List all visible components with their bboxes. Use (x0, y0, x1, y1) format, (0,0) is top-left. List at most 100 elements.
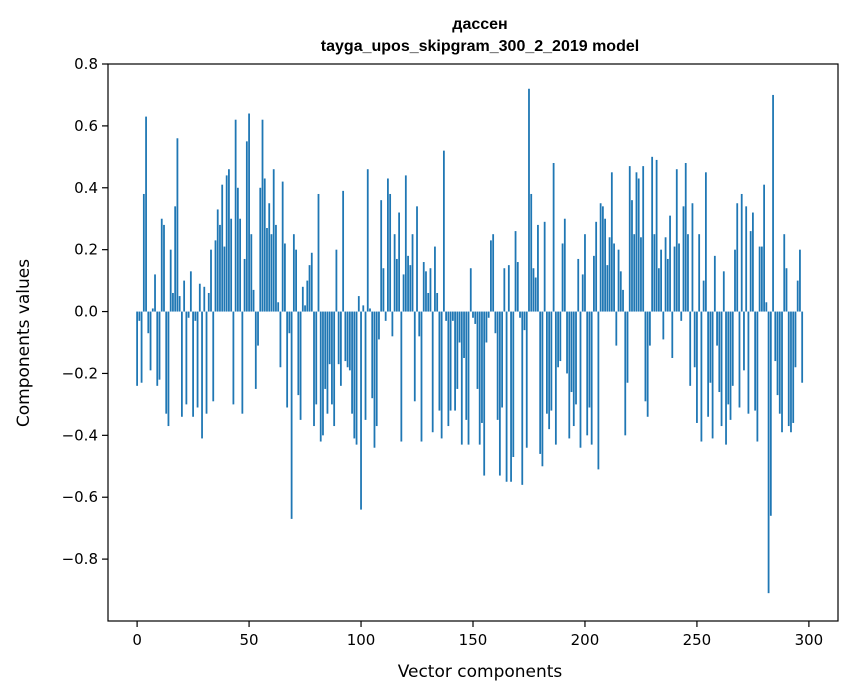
bar (469, 268, 472, 312)
bar (749, 231, 752, 312)
bar (266, 228, 268, 312)
bar (360, 311, 362, 510)
bar (610, 172, 613, 312)
bar (395, 258, 398, 312)
bar (682, 206, 685, 312)
bar (700, 311, 703, 442)
bar (339, 311, 342, 386)
bar (660, 249, 662, 312)
y-axis-ticks: −0.8 −0.6 −0.4 −0.2 0.0 0.2 0.4 0.6 0.8 (62, 55, 108, 568)
bar (449, 311, 452, 411)
bar (581, 274, 584, 312)
bar (371, 311, 374, 399)
bar (407, 255, 409, 312)
bar (248, 113, 250, 312)
bar (322, 311, 324, 436)
bar (288, 311, 291, 334)
bar (400, 311, 403, 442)
bar (156, 311, 159, 386)
bar (136, 311, 138, 386)
bar (566, 311, 568, 374)
bar (604, 218, 607, 312)
bar (543, 221, 546, 312)
bar (207, 292, 210, 312)
bar (404, 175, 407, 312)
bar (335, 249, 338, 312)
y-tick-label: 0.2 (74, 241, 98, 259)
bar (456, 311, 459, 389)
bar (752, 212, 754, 312)
bar (263, 178, 266, 312)
bar (622, 289, 624, 312)
bar (326, 311, 329, 414)
bar (487, 311, 490, 318)
bar (729, 311, 732, 420)
bar (633, 234, 636, 312)
bar (725, 311, 727, 445)
bar (348, 311, 351, 371)
bar (346, 311, 349, 368)
bar (331, 311, 333, 405)
bar (617, 249, 620, 312)
bar (743, 311, 745, 371)
bar (431, 311, 434, 433)
bar (145, 116, 147, 312)
bar (279, 311, 282, 368)
bar (319, 311, 322, 442)
bar (225, 175, 228, 312)
bar (624, 311, 627, 436)
bar (416, 206, 418, 312)
bar (557, 311, 559, 368)
bar (196, 311, 199, 408)
bar (221, 184, 224, 312)
bar (344, 311, 347, 362)
bar (393, 234, 396, 312)
bar (642, 166, 645, 312)
bar (684, 163, 687, 312)
bar (528, 88, 530, 312)
bar (563, 218, 566, 312)
bar (669, 215, 671, 312)
bar (496, 311, 499, 420)
bar (243, 258, 246, 312)
bar (290, 311, 293, 519)
bar (241, 311, 244, 414)
bar (781, 311, 783, 433)
bar (718, 311, 721, 393)
bar (176, 138, 179, 312)
bar (507, 265, 510, 312)
bar (384, 311, 387, 321)
bar (270, 234, 273, 312)
bar (550, 311, 553, 411)
bar (687, 234, 689, 312)
y-tick-label: 0.4 (74, 179, 98, 197)
bar (767, 311, 770, 594)
y-tick-label: −0.8 (62, 550, 98, 568)
bar (613, 243, 615, 312)
bar (790, 311, 792, 433)
bar (608, 237, 611, 312)
bar (409, 265, 412, 312)
bar (212, 311, 215, 402)
bar (236, 187, 239, 312)
bar (210, 249, 212, 312)
bar (219, 224, 221, 312)
bar (537, 224, 539, 312)
bar (378, 311, 380, 340)
bar (160, 218, 163, 312)
bar (387, 178, 389, 312)
bar (357, 296, 360, 312)
bar (252, 289, 255, 312)
bar (601, 206, 604, 312)
bar (626, 311, 629, 383)
bar (778, 311, 781, 414)
bar (239, 218, 242, 312)
bar (147, 311, 150, 334)
bar (234, 119, 237, 312)
y-tick-label: −0.2 (62, 364, 98, 382)
bar (505, 311, 508, 482)
bar (174, 206, 177, 312)
bar (181, 311, 183, 417)
bar (796, 280, 799, 312)
bar (460, 311, 463, 445)
